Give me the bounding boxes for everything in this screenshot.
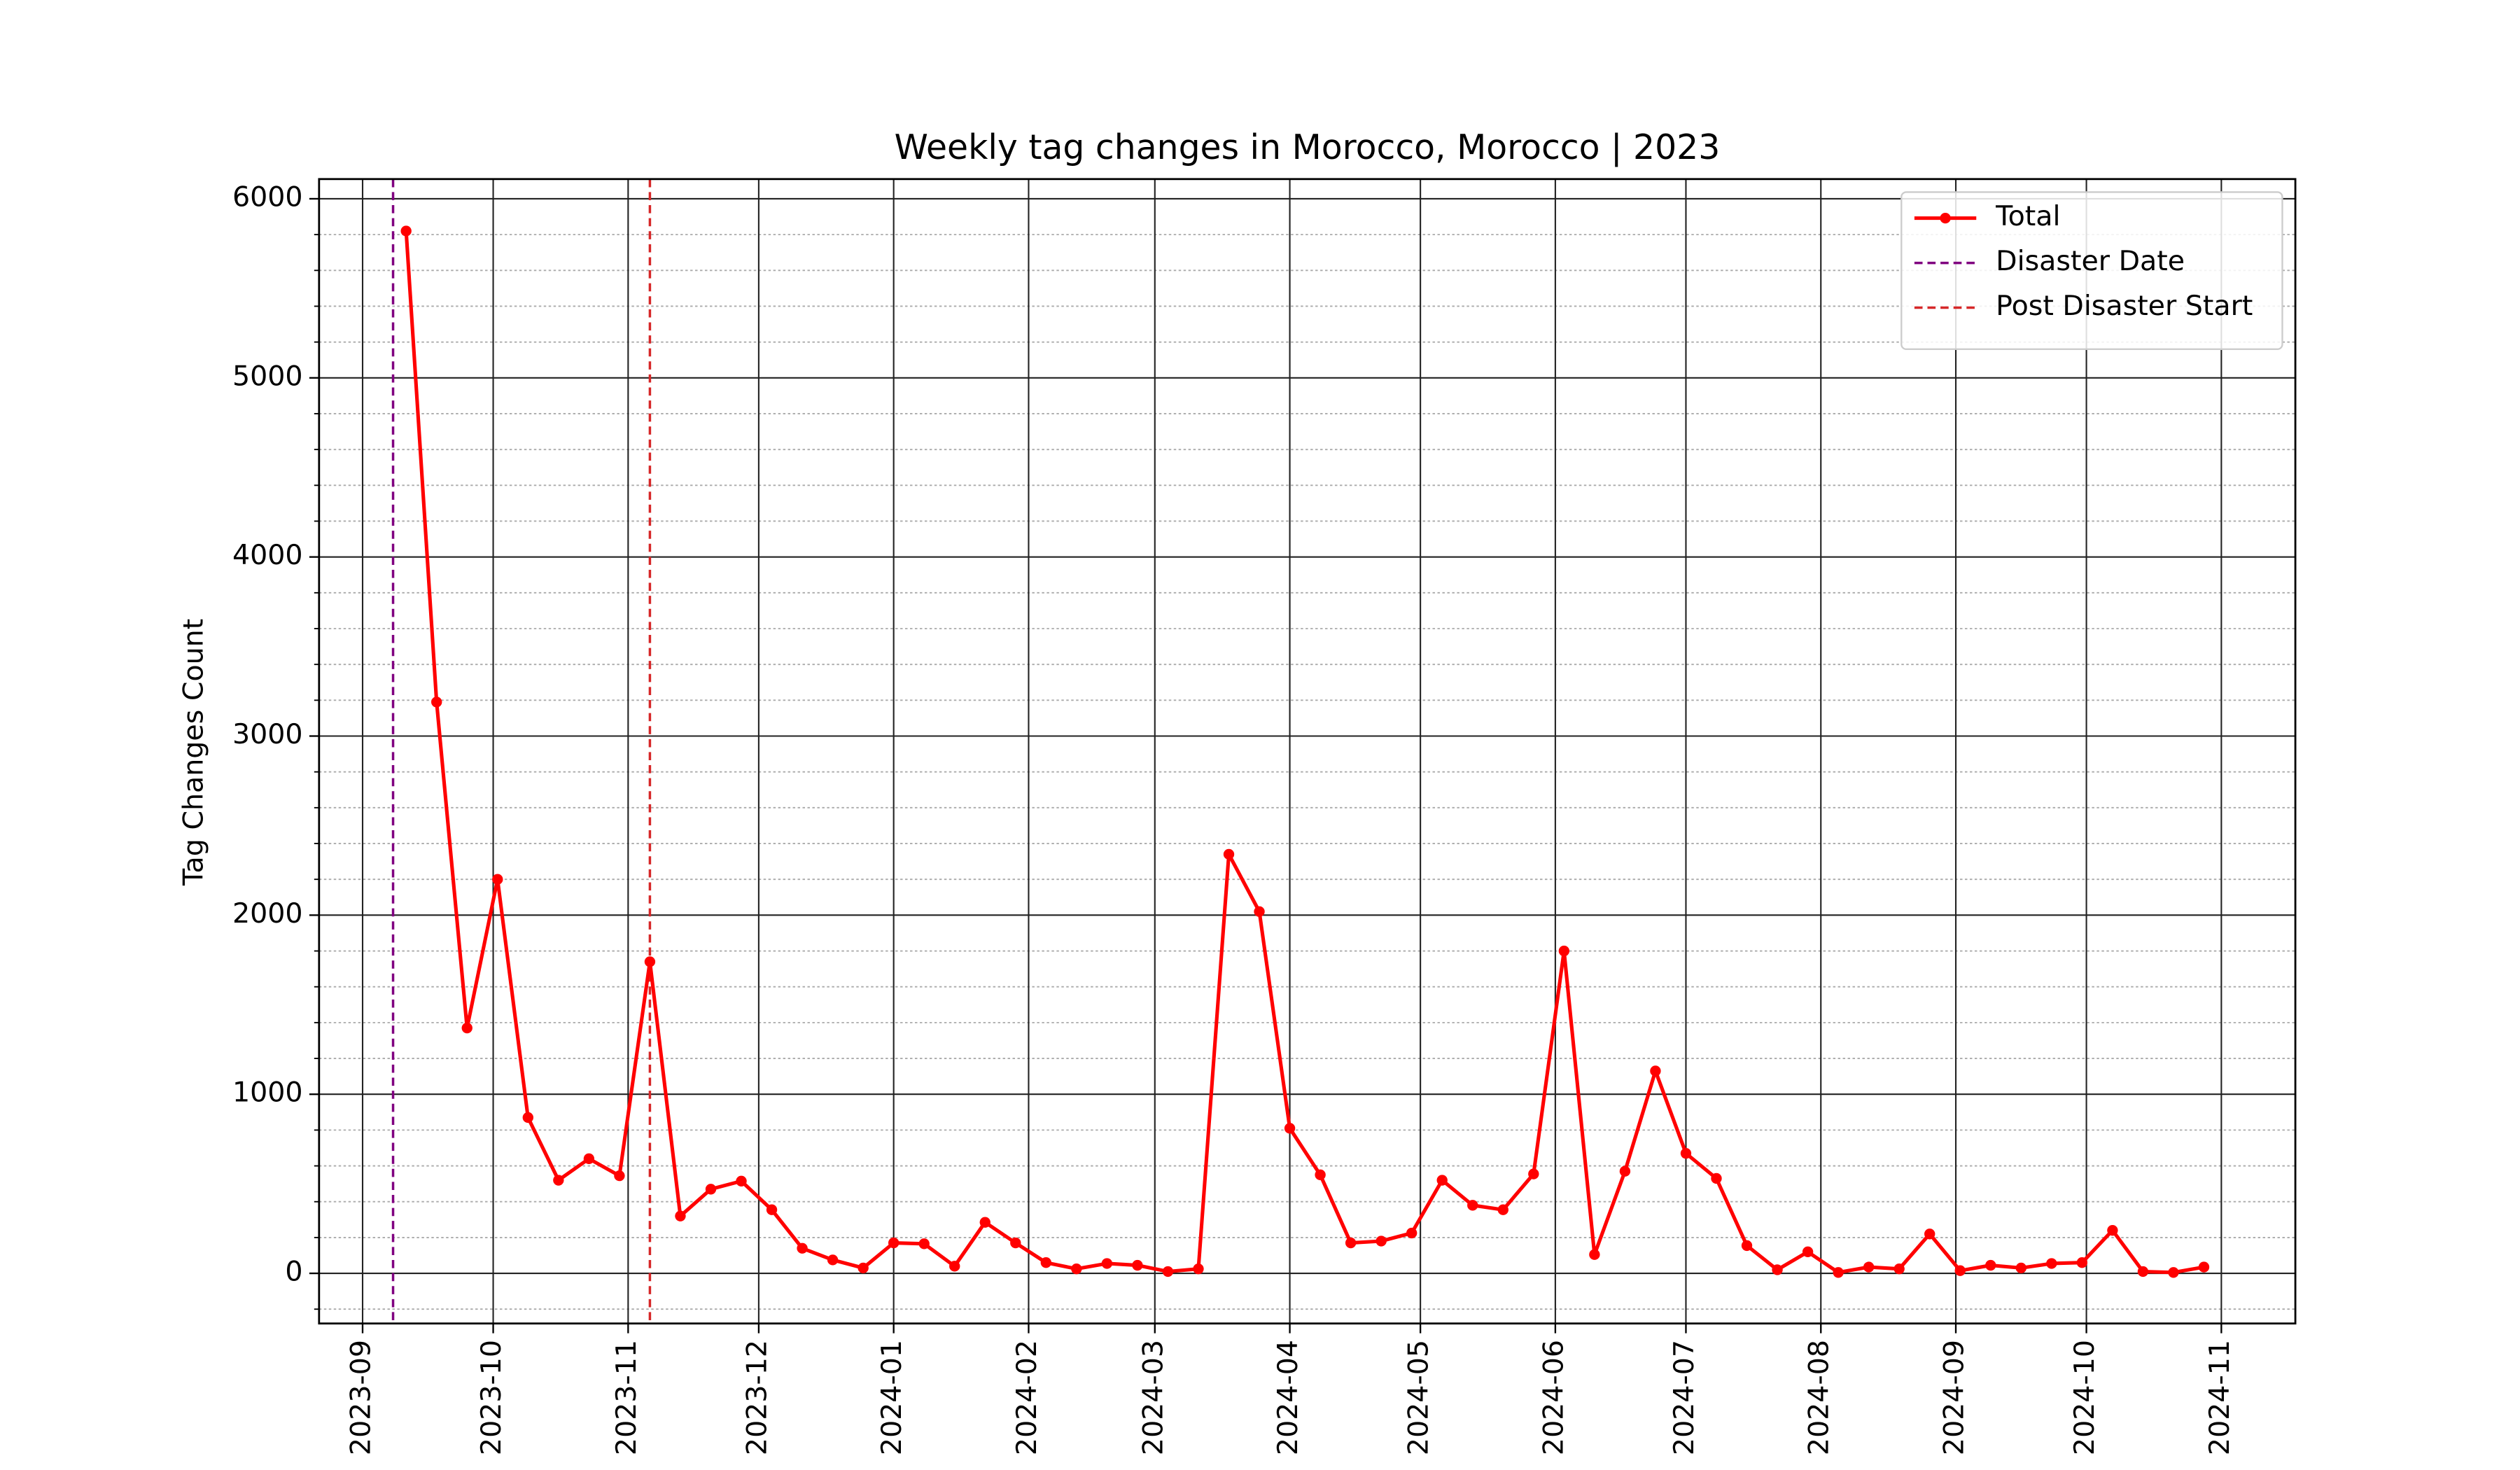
data-point: [888, 1237, 899, 1249]
chart-title: Weekly tag changes in Morocco, Morocco |…: [895, 127, 1721, 167]
y-tick-label: 4000: [232, 539, 303, 571]
data-point: [1497, 1204, 1508, 1215]
x-tick-label: 2024-01: [876, 1340, 908, 1455]
data-point: [827, 1254, 839, 1266]
data-point: [614, 1170, 625, 1182]
data-point: [979, 1217, 990, 1228]
data-point: [1101, 1258, 1113, 1269]
y-tick-label: 2000: [232, 897, 303, 930]
data-point: [675, 1210, 686, 1222]
x-tick-label: 2024-02: [1011, 1340, 1043, 1455]
data-point: [1284, 1123, 1296, 1134]
x-tick-label: 2024-06: [1537, 1340, 1569, 1455]
data-point: [1680, 1147, 1692, 1159]
data-line: [404, 230, 2204, 1275]
data-point: [1162, 1266, 1174, 1278]
x-tick-label: 2023-11: [610, 1340, 643, 1455]
data-point: [461, 1022, 472, 1034]
x-tick-label: 2024-03: [1137, 1340, 1169, 1455]
data-point: [1132, 1259, 1143, 1271]
data-point: [1376, 1236, 1387, 1247]
data-point: [1010, 1237, 1021, 1249]
data-point: [644, 956, 656, 967]
data-point: [1924, 1228, 1935, 1240]
data-point: [522, 1112, 533, 1124]
legend-label: Total: [1995, 200, 2060, 232]
data-point: [1436, 1175, 1448, 1186]
data-point: [858, 1262, 869, 1274]
data-point: [736, 1175, 747, 1186]
x-tick-label: 2024-09: [1938, 1340, 1970, 1455]
y-tick-label: 3000: [232, 718, 303, 750]
data-point: [1589, 1249, 1600, 1260]
y-tick-label: 5000: [232, 360, 303, 392]
data-point: [400, 225, 412, 237]
data-point: [583, 1153, 595, 1164]
plot-frame: [318, 178, 2297, 1325]
data-point: [2046, 1258, 2057, 1269]
x-tick-label: 2024-11: [2204, 1340, 2236, 1455]
data-point: [2198, 1261, 2210, 1273]
data-point: [1223, 848, 1235, 860]
data-point: [1650, 1065, 1661, 1077]
y-tick-label: 1000: [232, 1077, 303, 1109]
data-point: [1528, 1168, 1539, 1180]
x-tick-label: 2023-12: [741, 1340, 773, 1455]
y-tick-label: 0: [285, 1256, 302, 1288]
data-point: [705, 1184, 717, 1195]
legend-label: Disaster Date: [1996, 245, 2185, 277]
data-point: [2015, 1262, 2026, 1274]
data-point: [1619, 1166, 1631, 1177]
legend: Total Disaster Date Post Disaster Start: [1900, 191, 2283, 351]
data-point: [2076, 1257, 2088, 1268]
x-tick-label: 2024-04: [1272, 1340, 1304, 1455]
data-point: [1254, 906, 1265, 917]
data-point: [1893, 1263, 1905, 1275]
x-tick-label: 2024-10: [2068, 1340, 2101, 1455]
data-point: [1772, 1264, 1783, 1275]
y-tick-label: 6000: [232, 181, 303, 213]
y-axis-label: Tag Changes Count: [178, 619, 210, 886]
data-point: [2137, 1266, 2149, 1278]
data-point: [949, 1261, 960, 1272]
data-point: [492, 874, 503, 885]
x-tick-label: 2024-07: [1668, 1340, 1700, 1455]
data-point: [766, 1204, 778, 1215]
data-point: [797, 1242, 808, 1254]
data-point: [1406, 1227, 1418, 1239]
data-point: [1193, 1263, 1204, 1275]
legend-label: Post Disaster Start: [1996, 290, 2253, 322]
x-tick-label: 2023-10: [475, 1340, 507, 1455]
data-point: [1863, 1261, 1875, 1273]
data-point: [1711, 1172, 1722, 1184]
data-point: [1833, 1267, 1844, 1278]
data-point: [1071, 1263, 1082, 1275]
data-point: [1985, 1259, 1996, 1271]
data-point: [2107, 1224, 2118, 1236]
data-point: [431, 696, 442, 708]
legend-box: [1900, 191, 2283, 351]
x-tick-label: 2024-05: [1403, 1340, 1435, 1455]
x-tick-label: 2023-09: [345, 1340, 377, 1455]
data-point: [1954, 1265, 1966, 1276]
data-point: [1467, 1200, 1478, 1211]
data-point: [1040, 1257, 1051, 1268]
data-point: [1558, 945, 1570, 957]
data-point: [1315, 1169, 1326, 1181]
data-point: [1802, 1246, 1814, 1258]
data-point: [2168, 1267, 2179, 1278]
data-point: [553, 1175, 564, 1186]
data-point: [918, 1238, 930, 1250]
x-tick-label: 2024-08: [1803, 1340, 1835, 1455]
legend-marker: [1940, 212, 1951, 224]
data-point: [1741, 1240, 1753, 1252]
data-point: [1345, 1237, 1357, 1249]
